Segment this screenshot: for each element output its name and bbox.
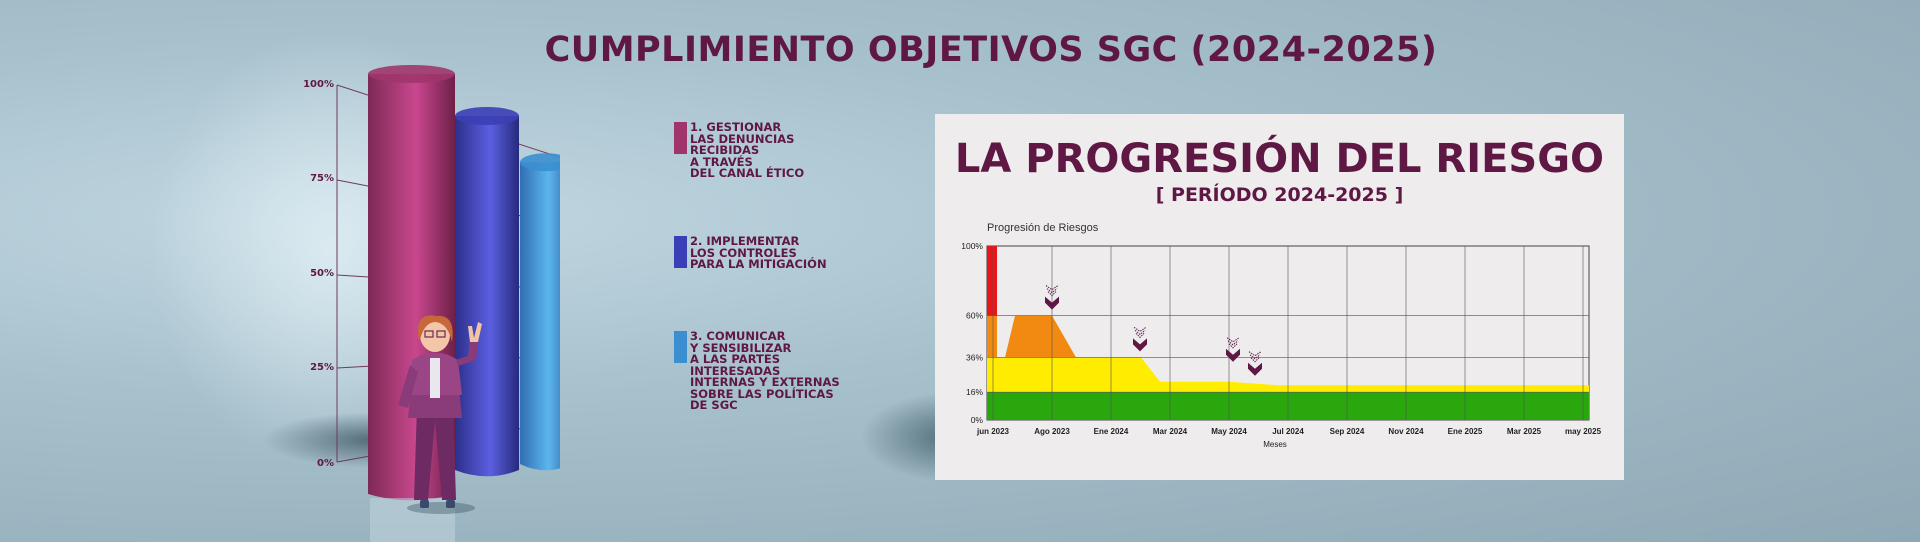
x-tick-label: Ene 2024 xyxy=(1094,427,1129,436)
character-shirt xyxy=(430,358,440,398)
risk-band-yellow xyxy=(987,357,1589,393)
bar-top-2 xyxy=(455,107,519,125)
risk-band-orange-edge xyxy=(987,315,997,358)
character-glasses-right xyxy=(436,330,446,338)
risk-progression-chart: Progresión de Riesgos 100% 60% 36% 16% 0% jun … xyxy=(961,222,1602,449)
y-tick-label: 0% xyxy=(971,415,984,425)
legend-label-3: 3. COMUNICAR Y SENSIBILIZAR A LAS PARTES… xyxy=(690,329,840,412)
y-tick-label: 0% xyxy=(317,458,334,469)
character-shoe-right xyxy=(446,500,455,508)
character-hair xyxy=(417,315,453,342)
chart-title: Progresión de Riesgos xyxy=(987,222,1099,234)
chevron-stripe xyxy=(1134,329,1146,336)
y-tick-label: 36% xyxy=(966,352,983,362)
panel-subtitle: [ PERÍODO 2024-2025 ] xyxy=(1155,184,1404,206)
bar-3 xyxy=(520,162,560,471)
character-left-arm xyxy=(398,365,418,408)
risk-panel: LA PROGRESIÓN DEL RIESGO [ PERÍODO 2024-… xyxy=(935,114,1624,480)
businesswoman-illustration xyxy=(398,315,482,514)
chevron-head xyxy=(1248,362,1262,376)
character-glasses-left xyxy=(424,330,434,338)
panel-title: LA PROGRESIÓN DEL RIESGO xyxy=(954,136,1605,182)
chevron-marker-icon xyxy=(1248,351,1262,376)
y-tick-label: 50% xyxy=(310,268,334,279)
chevron-marker-icon xyxy=(1226,337,1240,362)
bar-2 xyxy=(455,116,519,477)
risk-band-orange xyxy=(987,315,1076,358)
y-tick-label: 100% xyxy=(303,79,334,90)
x-tick-label: Nov 2024 xyxy=(1388,427,1424,436)
chevron-stripe xyxy=(1047,291,1057,297)
chevron-head xyxy=(1045,296,1059,310)
risk-band-red xyxy=(987,246,997,316)
chevron-stripe xyxy=(1228,343,1238,349)
chevron-marker-icon xyxy=(1045,285,1059,310)
x-axis-label: Meses xyxy=(1263,440,1287,449)
x-tick-label: Ene 2025 xyxy=(1448,427,1483,436)
legend-label-2: 2. IMPLEMENTAR LOS CONTROLES PARA LA MIT… xyxy=(690,234,827,271)
character-shoe-left xyxy=(420,500,429,508)
legend-swatch-3 xyxy=(674,331,687,363)
page-title: CUMPLIMIENTO OBJETIVOS SGC (2024-2025) xyxy=(544,30,1438,70)
x-tick-label: May 2024 xyxy=(1211,427,1247,436)
x-tick-label: Mar 2024 xyxy=(1153,427,1188,436)
character-shadow xyxy=(407,502,475,514)
character-right-arm xyxy=(456,340,478,366)
y-tick-label: 75% xyxy=(310,173,334,184)
y-tick-label: 60% xyxy=(966,311,983,321)
character-face xyxy=(420,318,450,352)
y-tick-label: 16% xyxy=(966,387,983,397)
character-hand xyxy=(468,322,482,342)
chevron-stripe xyxy=(1250,357,1260,363)
chevron-stripe xyxy=(1249,354,1261,360)
x-tick-label: Mar 2025 xyxy=(1507,427,1542,436)
chevron-stripe xyxy=(1135,333,1145,339)
bar-top-1 xyxy=(368,65,455,83)
legend-swatch-1 xyxy=(674,122,687,154)
chevron-stripe xyxy=(1227,340,1239,346)
y-tick-label: 25% xyxy=(310,362,334,373)
legend-label-1: 1. GESTIONAR LAS DENUNCIAS RECIBIDAS A T… xyxy=(690,120,805,180)
legend-swatch-2 xyxy=(674,236,687,268)
chevron-marker-icon xyxy=(1133,326,1147,352)
objectives-3d-bar-chart: 100% 75% 50% 25% 0% xyxy=(150,30,560,542)
chevron-stripe xyxy=(1046,288,1058,294)
chevron-head xyxy=(1133,338,1147,352)
x-tick-label: Ago 2023 xyxy=(1034,427,1070,436)
x-tick-label: Sep 2024 xyxy=(1330,427,1365,436)
y-tick-label: 100% xyxy=(961,241,983,251)
bar-reflection xyxy=(370,498,455,542)
x-tick-label: may 2025 xyxy=(1565,427,1602,436)
chevron-head xyxy=(1226,348,1240,362)
bar-top-3 xyxy=(520,153,560,172)
x-tick-label: Jul 2024 xyxy=(1272,427,1304,436)
x-tick-label: jun 2023 xyxy=(976,427,1010,436)
